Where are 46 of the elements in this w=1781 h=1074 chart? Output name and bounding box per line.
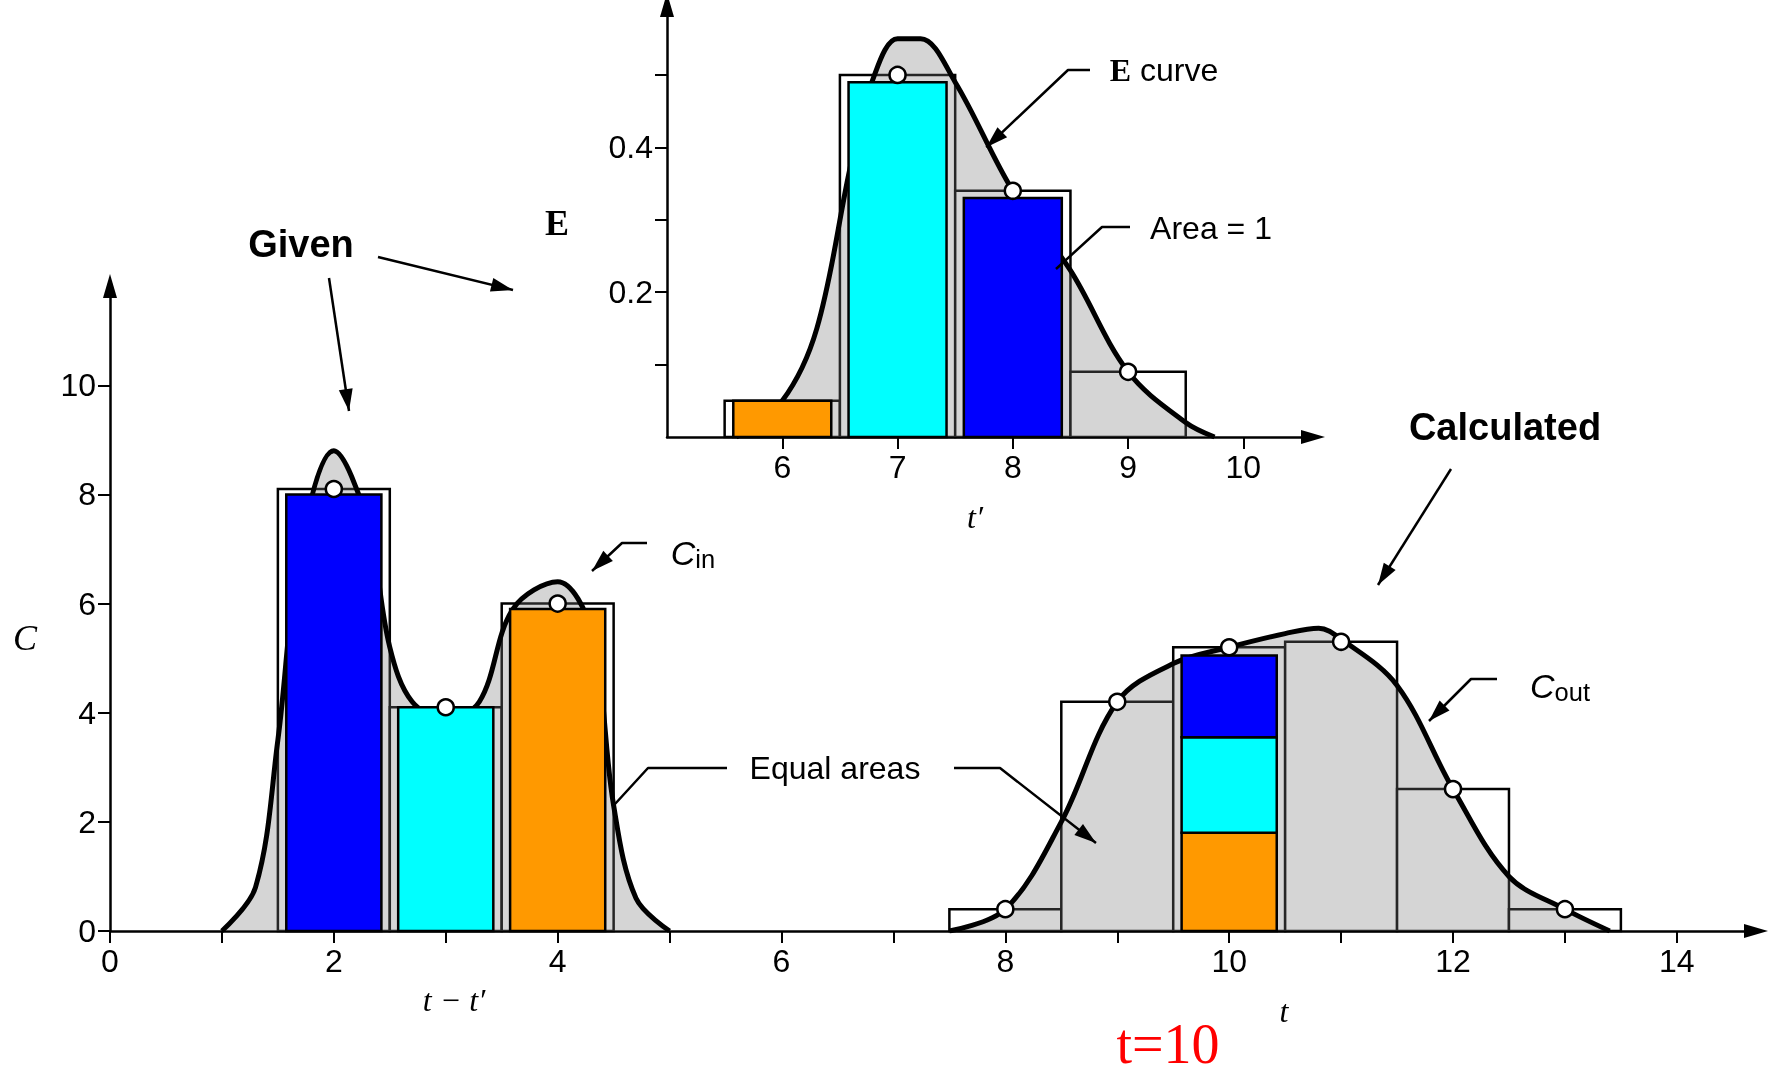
y-tick-label: 4: [78, 694, 96, 731]
annotation: Equal areas: [749, 750, 921, 786]
point: [888, 65, 907, 85]
x-tick-label: 6: [772, 943, 791, 979]
x-tick-label: 8: [1003, 449, 1022, 485]
x-axis-title: t − t′: [422, 982, 487, 1018]
x-tick-label: 8: [996, 943, 1015, 979]
y-tick-label: 2: [78, 803, 96, 840]
point: [1219, 638, 1239, 657]
annotation: Area = 1: [1150, 210, 1272, 246]
x-tick-label: 0: [101, 943, 119, 979]
y-axis-title: E: [544, 203, 570, 243]
annotation: Cout: [1529, 667, 1590, 706]
y-tick-label: 0.2: [608, 274, 653, 311]
point: [996, 899, 1015, 919]
point: [1331, 632, 1351, 652]
x-tick-label: 6: [773, 449, 792, 485]
text: t: [1279, 993, 1290, 1029]
x-tick-label: 9: [1119, 449, 1137, 485]
point: [1003, 181, 1023, 201]
y-tick-label: 0.4: [608, 129, 653, 166]
point: [1555, 899, 1575, 919]
x-tick-label: 7: [888, 449, 907, 485]
point: [324, 479, 344, 499]
annotation: Cin: [670, 534, 716, 573]
x-tick-label: 12: [1435, 943, 1471, 979]
x-axis-title: t′: [967, 499, 984, 535]
point: [1108, 692, 1127, 712]
y-tick-label: 8: [78, 476, 96, 513]
y-axis-title: C: [12, 618, 38, 658]
x-tick-label: 10: [1211, 943, 1247, 979]
y-tick-label: 0: [78, 913, 96, 949]
annotation: Calculated: [1408, 406, 1602, 448]
text: t=10: [1116, 1013, 1220, 1074]
point: [1118, 362, 1138, 382]
point: [1443, 779, 1463, 799]
text: Given: [248, 223, 354, 265]
x-tick-label: 10: [1225, 449, 1262, 485]
point: [548, 594, 567, 613]
x-tick-label: 4: [548, 943, 567, 979]
annotation: E curve: [1109, 52, 1219, 88]
point: [436, 698, 455, 717]
x-tick-label: 14: [1659, 943, 1695, 979]
y-tick-label: 10: [60, 367, 96, 404]
y-tick-label: 6: [78, 585, 96, 622]
x-tick-label: 2: [324, 943, 343, 979]
